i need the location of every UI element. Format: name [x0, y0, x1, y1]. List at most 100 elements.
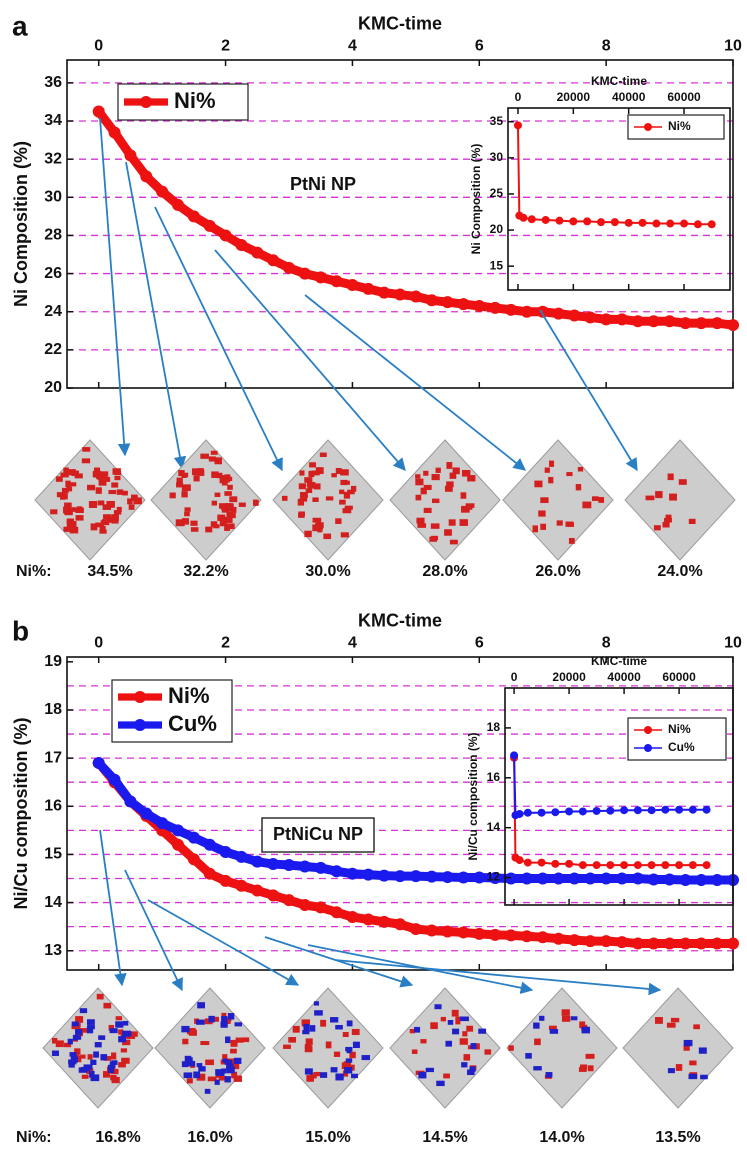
data-point: [663, 937, 676, 950]
ni-atom: [664, 517, 672, 523]
ni-atom: [214, 457, 222, 465]
arrow: [125, 161, 187, 470]
ni-atom: [532, 525, 538, 533]
data-point: [394, 288, 406, 301]
data-point: [631, 872, 644, 885]
x-tick-label: 2: [221, 635, 230, 652]
data-point: [555, 216, 564, 225]
ni-atom: [133, 497, 142, 505]
data-point: [592, 806, 601, 815]
cu-atom: [93, 1051, 99, 1058]
ni-atom: [98, 479, 107, 486]
data-point: [675, 805, 684, 814]
cu-atom: [76, 1035, 82, 1040]
y-tick-label: 13: [44, 942, 62, 959]
data-point: [298, 898, 311, 911]
data-point: [124, 795, 137, 808]
cu-atom: [418, 1071, 427, 1079]
legend-label: Ni%: [668, 722, 691, 736]
arrow: [99, 829, 127, 987]
cu-atom: [90, 1074, 100, 1082]
ni-atom: [443, 1073, 450, 1079]
ni-atom: [667, 473, 674, 481]
y-tick-label: 18: [487, 720, 501, 734]
data-point: [378, 915, 391, 928]
y-tick-label: 28: [44, 227, 62, 244]
ni-atom: [333, 1051, 341, 1057]
ni-atom: [344, 505, 353, 510]
ni-atom: [235, 1037, 244, 1043]
data-point: [489, 301, 502, 314]
data-point: [505, 929, 517, 942]
ni-atom: [340, 532, 349, 538]
ni-atom: [231, 1071, 238, 1079]
cu-atom: [309, 1025, 316, 1032]
x-tick-label: 60000: [667, 90, 701, 104]
ni-atom: [111, 482, 119, 488]
data-point: [187, 831, 200, 844]
ni-atom: [193, 475, 200, 482]
ni-atom: [51, 1037, 58, 1044]
ni-atom: [63, 467, 69, 474]
y-tick-label: 15: [44, 846, 62, 863]
cu-atom: [224, 1059, 233, 1065]
data-point: [536, 931, 549, 944]
ni-atom: [325, 1041, 332, 1049]
ni-atom: [93, 467, 101, 474]
data-point: [457, 871, 470, 884]
ni-atom: [200, 1041, 210, 1046]
ni-atom: [175, 519, 185, 527]
ni-atom: [566, 472, 573, 477]
ni-atom: [451, 1009, 459, 1017]
legend-label: Cu%: [668, 740, 695, 754]
ni-atom: [219, 476, 227, 484]
data-point: [314, 861, 327, 874]
cu-atom: [581, 1026, 590, 1034]
ni-atom: [420, 1039, 427, 1044]
cu-atom: [313, 1001, 320, 1006]
cu-atom: [414, 1026, 421, 1033]
data-point: [267, 889, 280, 902]
ni-atom: [116, 489, 124, 495]
cu-atom: [51, 1050, 59, 1056]
data-point: [620, 806, 629, 815]
data-point: [441, 296, 454, 309]
ni-atom: [544, 467, 550, 473]
ni-atom: [114, 475, 121, 481]
cu-atom: [525, 1053, 532, 1059]
cu-atom: [302, 1030, 310, 1035]
ni-atom: [446, 481, 454, 488]
data-point: [600, 313, 613, 326]
data-point: [510, 751, 519, 760]
cu-atom: [118, 1036, 127, 1043]
ni-atom: [222, 1054, 228, 1061]
data-point: [537, 808, 546, 817]
nanoparticle: [624, 439, 736, 561]
x-tick-label: 10: [724, 38, 742, 55]
ni-atom: [655, 491, 663, 499]
data-point: [346, 867, 359, 880]
ni-atom: [423, 470, 429, 476]
arrow: [214, 249, 406, 471]
ni-atom: [75, 507, 84, 514]
cu-atom: [123, 1020, 129, 1026]
data-point: [711, 873, 724, 886]
ni-atom: [342, 1070, 349, 1077]
data-point: [647, 861, 656, 870]
cu-atom: [539, 1015, 545, 1021]
data-point: [551, 808, 560, 817]
cu-atom: [570, 1016, 578, 1021]
data-point: [606, 806, 615, 815]
series-line: [95, 760, 733, 949]
ni-atom: [317, 527, 323, 533]
data-point: [473, 927, 486, 940]
data-point: [267, 858, 280, 871]
ni-atom: [181, 518, 189, 525]
ni-atom: [182, 1038, 189, 1045]
y-axis-title: Ni Composition (%): [469, 144, 483, 255]
cu-atom: [208, 1015, 215, 1023]
particle-caption: Ni%:: [16, 1129, 52, 1146]
data-point: [527, 215, 536, 224]
x-tick-label: 40000: [607, 670, 641, 684]
particle-value: 26.0%: [535, 563, 580, 580]
